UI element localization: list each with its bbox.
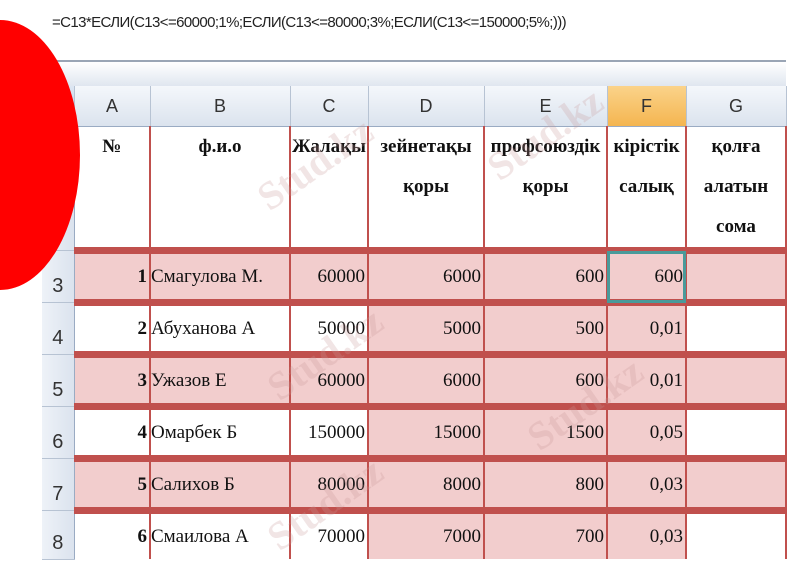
cell-name[interactable]: Абуханова А <box>150 299 291 355</box>
cell-income-tax[interactable]: 0,03 <box>607 507 687 559</box>
header-cell-income-tax[interactable]: кірістік салық <box>607 126 687 251</box>
cell-number[interactable]: 6 <box>74 507 151 559</box>
table-row: 5 3 Ужазов Е 60000 6000 600 0,01 <box>42 351 787 407</box>
column-header-d[interactable]: D <box>368 86 485 127</box>
cell-income-tax[interactable]: 0,01 <box>607 351 687 407</box>
table-row: 6 4 Омарбек Б 150000 15000 1500 0,05 <box>42 403 787 459</box>
row-header-5[interactable]: 5 <box>42 354 75 407</box>
cell-salary[interactable]: 150000 <box>290 403 369 459</box>
cell-pension[interactable]: 6000 <box>368 351 485 407</box>
cell-salary[interactable]: 70000 <box>290 507 369 559</box>
column-header-a[interactable]: A <box>74 86 151 127</box>
cell-number[interactable]: 1 <box>74 247 151 303</box>
row-header-6[interactable]: 6 <box>42 406 75 459</box>
cell-income-tax[interactable]: 0,05 <box>607 403 687 459</box>
row-header-7[interactable]: 7 <box>42 458 75 511</box>
column-header-b[interactable]: B <box>150 86 291 127</box>
table-row: 7 5 Салихов Б 80000 8000 800 0,03 <box>42 455 787 511</box>
cell-pension[interactable]: 6000 <box>368 247 485 303</box>
cell-number[interactable]: 3 <box>74 351 151 407</box>
table-row: 3 1 Смагулова М. 60000 6000 600 600 <box>42 247 787 303</box>
column-header-f[interactable]: F <box>607 86 687 127</box>
cell-net-pay[interactable] <box>686 507 787 559</box>
header-cell-net-pay[interactable]: қолға алатын сома <box>686 126 787 251</box>
table-row: 8 6 Смаилова А 70000 7000 700 0,03 <box>42 507 787 560</box>
cell-name[interactable]: Смагулова М. <box>150 247 291 303</box>
cell-income-tax[interactable]: 600 <box>607 247 687 303</box>
cell-income-tax[interactable]: 0,01 <box>607 299 687 355</box>
header-cell-pension[interactable]: зейнетақы қоры <box>368 126 485 251</box>
cell-salary[interactable]: 60000 <box>290 247 369 303</box>
cell-salary[interactable]: 50000 <box>290 299 369 355</box>
formula-bar[interactable]: =C13*ЕСЛИ(C13<=60000;1%;ЕСЛИ(C13<=80000;… <box>52 14 567 31</box>
header-cell-number[interactable]: № <box>74 126 151 251</box>
header-cell-union[interactable]: профсоюздік қоры <box>484 126 608 251</box>
cell-union[interactable]: 600 <box>484 351 608 407</box>
toolbar-strip <box>40 60 786 88</box>
column-header-e[interactable]: E <box>484 86 608 127</box>
cell-number[interactable]: 2 <box>74 299 151 355</box>
cell-pension[interactable]: 15000 <box>368 403 485 459</box>
cell-number[interactable]: 4 <box>74 403 151 459</box>
cell-net-pay[interactable] <box>686 351 787 407</box>
cell-net-pay[interactable] <box>686 299 787 355</box>
cell-name[interactable]: Смаилова А <box>150 507 291 559</box>
cell-net-pay[interactable] <box>686 403 787 459</box>
cell-salary[interactable]: 80000 <box>290 455 369 511</box>
cell-pension[interactable]: 8000 <box>368 455 485 511</box>
cell-pension[interactable]: 5000 <box>368 299 485 355</box>
cell-union[interactable]: 600 <box>484 247 608 303</box>
header-cell-salary[interactable]: Жалақы <box>290 126 369 251</box>
cell-name[interactable]: Ужазов Е <box>150 351 291 407</box>
cell-pension[interactable]: 7000 <box>368 507 485 559</box>
cell-name[interactable]: Салихов Б <box>150 455 291 511</box>
cell-salary[interactable]: 60000 <box>290 351 369 407</box>
cell-union[interactable]: 1500 <box>484 403 608 459</box>
cell-number[interactable]: 5 <box>74 455 151 511</box>
header-cell-name[interactable]: ф.и.о <box>150 126 291 251</box>
row-header-4[interactable]: 4 <box>42 302 75 355</box>
cell-net-pay[interactable] <box>686 455 787 511</box>
row-header-8[interactable]: 8 <box>42 510 75 560</box>
column-header-c[interactable]: C <box>290 86 369 127</box>
cell-net-pay[interactable] <box>686 247 787 303</box>
table-row: 4 2 Абуханова А 50000 5000 500 0,01 <box>42 299 787 355</box>
spreadsheet-grid: A B C D E F G 12 № ф.и.о Жалақы зейнетақ… <box>42 86 787 560</box>
cell-union[interactable]: 800 <box>484 455 608 511</box>
cell-name[interactable]: Омарбек Б <box>150 403 291 459</box>
column-header-g[interactable]: G <box>686 86 787 127</box>
cell-union[interactable]: 700 <box>484 507 608 559</box>
cell-union[interactable]: 500 <box>484 299 608 355</box>
cell-income-tax[interactable]: 0,03 <box>607 455 687 511</box>
